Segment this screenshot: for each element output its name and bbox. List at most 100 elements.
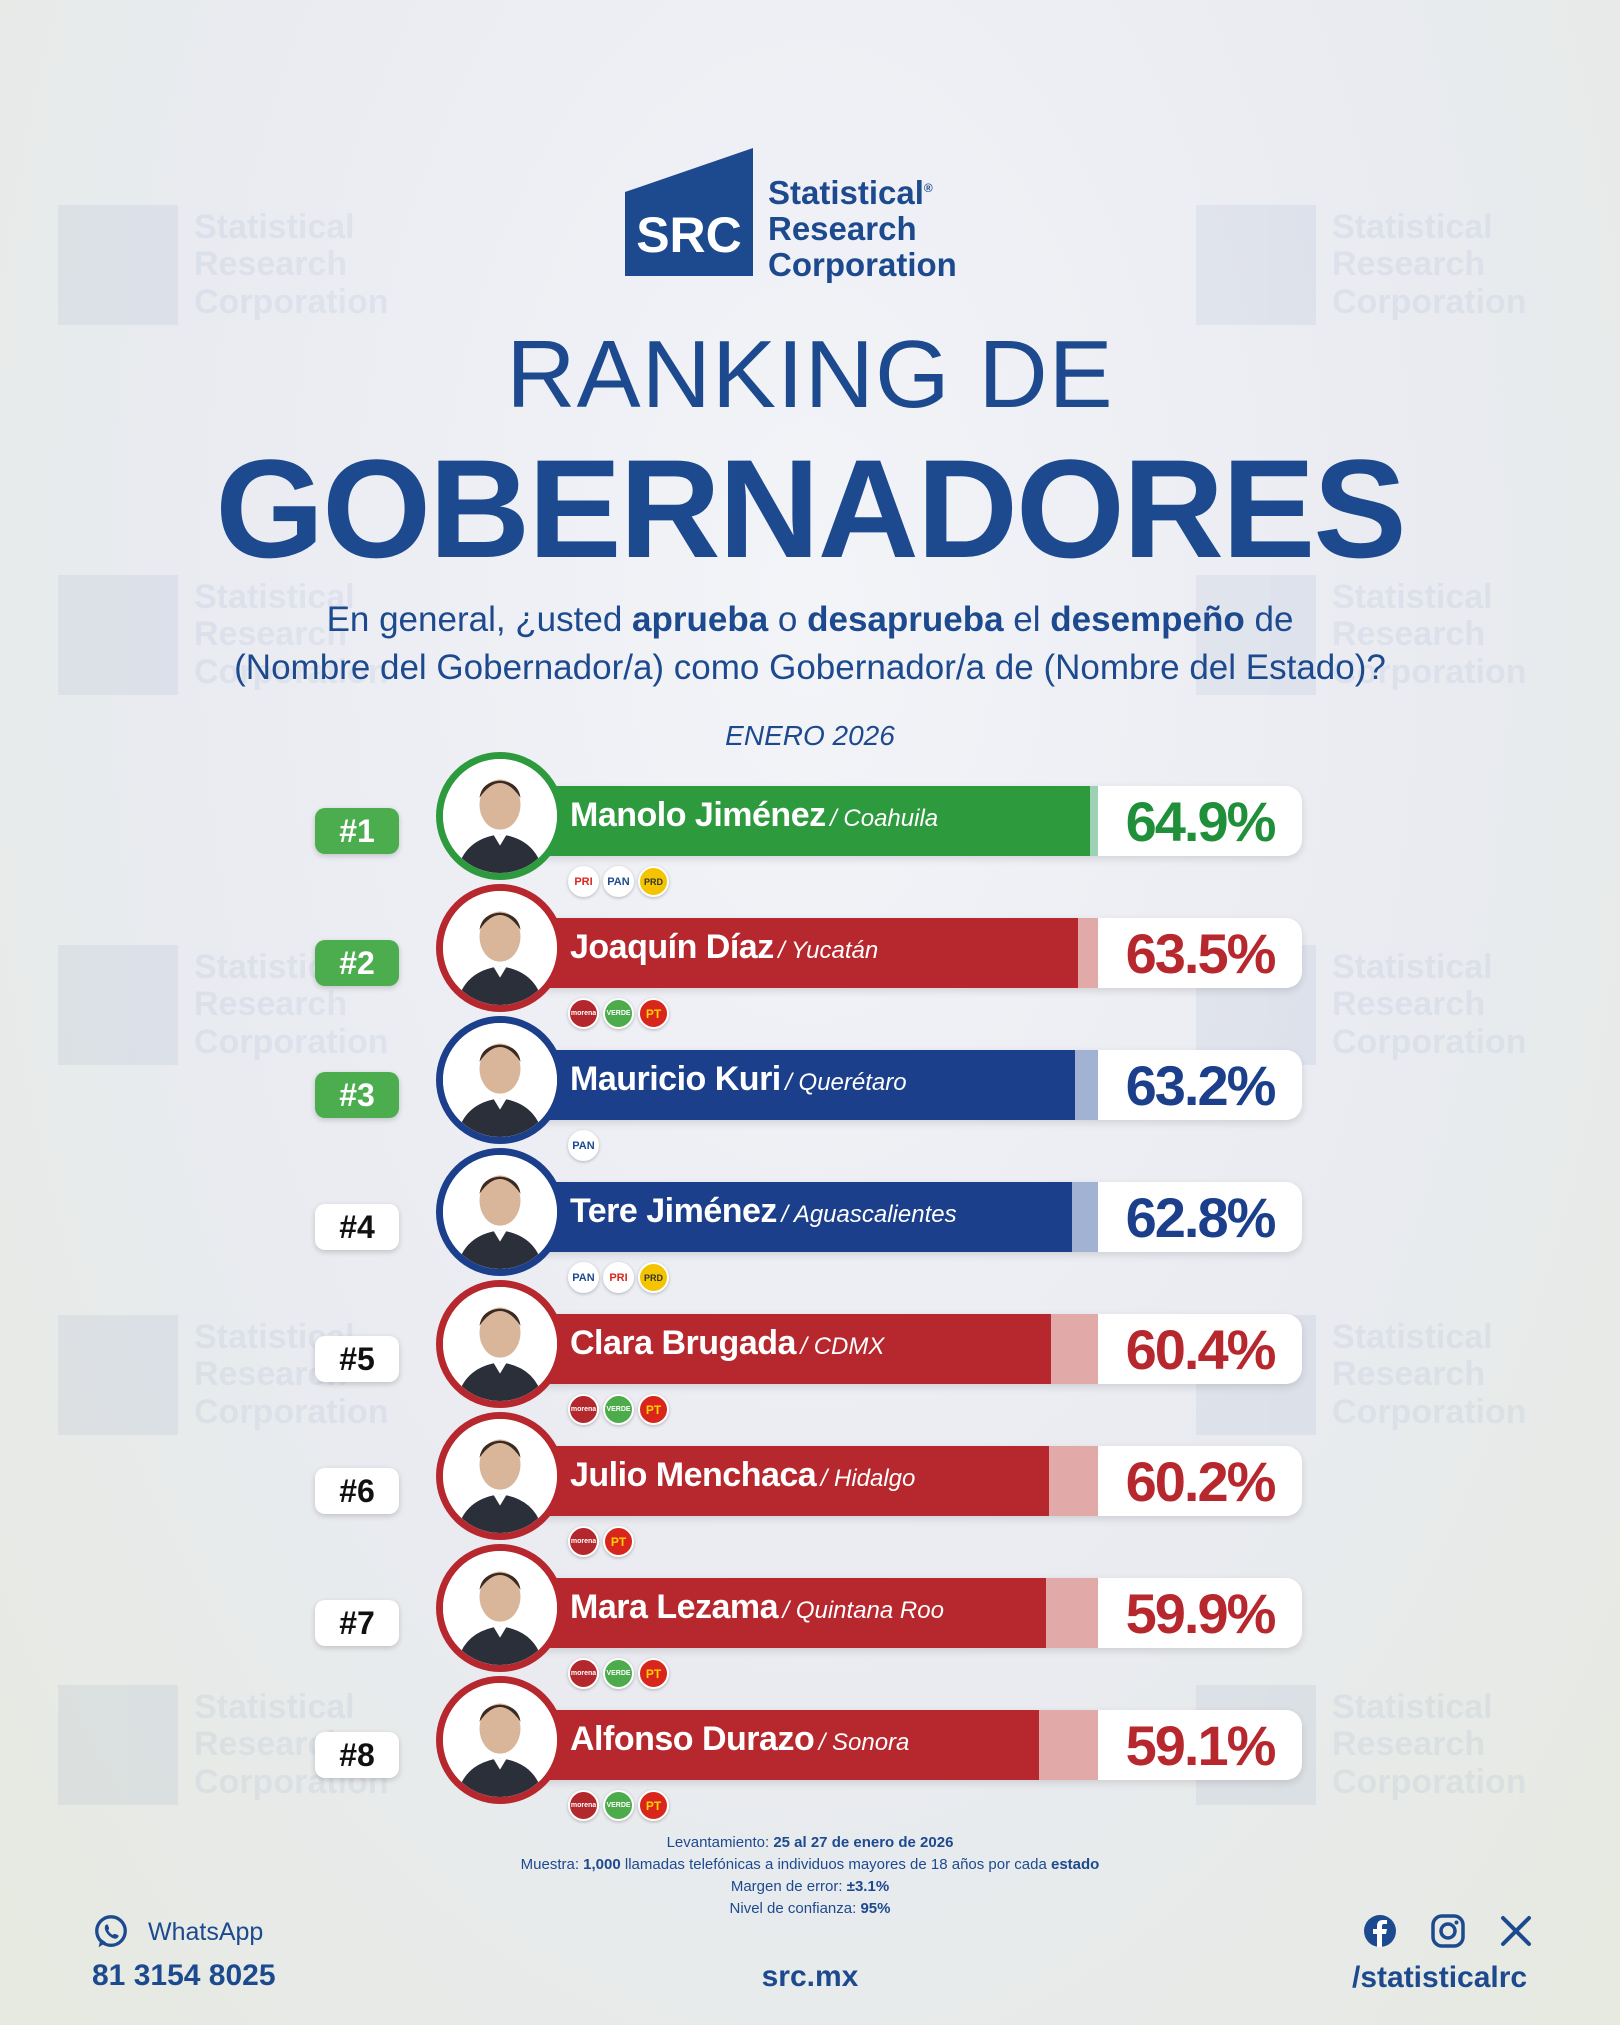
governor-state: / Querétaro — [785, 1069, 907, 1096]
verde-logo-icon: VERDE — [603, 1658, 634, 1689]
person-silhouette-icon — [443, 1683, 557, 1797]
approval-bar-tail — [1049, 1446, 1098, 1516]
src-logo-icon: SRC — [625, 148, 753, 276]
social-handle[interactable]: /statisticalrc — [1352, 1961, 1528, 1994]
ranking-row: #3 Mauricio Kuri / Querétaro 63.2% PAN — [0, 1016, 1620, 1170]
x-icon[interactable] — [1498, 1913, 1534, 1949]
governor-name: Manolo Jiménez — [570, 796, 826, 834]
background-watermark: Statistical Research Corporation — [58, 575, 389, 695]
question-text: o — [768, 600, 808, 639]
approval-bar-tail — [1072, 1182, 1098, 1252]
approval-bar — [530, 1314, 1051, 1384]
governor-name: Tere Jiménez — [570, 1192, 777, 1230]
verde-logo-icon: VERDE — [603, 1394, 634, 1425]
background-watermark: Statistical Research Corporation — [58, 205, 389, 325]
ranking-row: #6 Julio Menchaca / Hidalgo 60.2% morena PT — [0, 1412, 1620, 1566]
person-silhouette-icon — [443, 1287, 557, 1401]
approval-bar — [530, 1050, 1075, 1120]
pt-logo-icon: PT — [638, 1658, 669, 1689]
party-logos: morena VERDE PT — [568, 1394, 669, 1425]
ranking-row: #8 Alfonso Durazo / Sonora 59.1% morena VERD… — [0, 1676, 1620, 1830]
approval-bar-tail — [1075, 1050, 1098, 1120]
ranking-row: #2 Joaquín Díaz / Yucatán 63.5% morena VERDE… — [0, 884, 1620, 1038]
prd-logo-icon: PRD — [638, 1262, 669, 1293]
pt-logo-icon: PT — [638, 998, 669, 1029]
pt-logo-icon: PT — [638, 1790, 669, 1821]
approval-value-label: 63.5% — [1125, 921, 1277, 985]
footnote-value: estado — [1050, 1856, 1100, 1873]
governor-avatar — [436, 884, 564, 1012]
person-silhouette-icon — [443, 891, 557, 1005]
background-watermark: Statistical Research Corporation — [1196, 205, 1527, 325]
footnote-value: 95% — [860, 1900, 891, 1917]
instagram-icon[interactable] — [1430, 1913, 1466, 1949]
person-silhouette-icon — [443, 1419, 557, 1533]
pt-logo-icon: PT — [603, 1526, 634, 1557]
morena-logo-icon: morena — [568, 1790, 599, 1821]
governor-state: / Sonora — [818, 1729, 910, 1756]
governor-label: Mara Lezama / Quintana Roo — [570, 1588, 944, 1627]
brand-line-2: Research — [768, 210, 917, 247]
governor-label: Joaquín Díaz / Yucatán — [570, 928, 878, 967]
governor-state: / Coahuila — [830, 805, 939, 832]
governor-name: Mara Lezama — [570, 1588, 779, 1626]
brand-line-1: Statistical — [768, 174, 924, 211]
governor-state: / Hidalgo — [820, 1465, 916, 1492]
party-logos: morena VERDE PT — [568, 1790, 669, 1821]
governor-avatar — [436, 1544, 564, 1672]
rank-badge: #1 — [315, 808, 399, 854]
governor-state: / Yucatán — [778, 937, 879, 964]
approval-value-label: 59.9% — [1125, 1581, 1277, 1645]
approval-value-label: 62.8% — [1125, 1185, 1277, 1249]
approval-bar — [530, 1578, 1046, 1648]
governor-label: Alfonso Durazo / Sonora — [570, 1720, 909, 1759]
brand-line-3: Corporation — [768, 246, 957, 283]
governor-avatar — [436, 1016, 564, 1144]
ranking-row: #7 Mara Lezama / Quintana Roo 59.9% morena V… — [0, 1544, 1620, 1698]
approval-bar — [530, 1710, 1039, 1780]
whatsapp-contact[interactable]: WhatsApp 81 3154 8025 — [92, 1913, 276, 1993]
governor-name: Mauricio Kuri — [570, 1060, 781, 1098]
pt-logo-icon: PT — [638, 1394, 669, 1425]
governor-label: Manolo Jiménez / Coahuila — [570, 796, 938, 835]
title-top: RANKING DE — [506, 321, 1114, 428]
approval-bar-tail — [1051, 1314, 1098, 1384]
governor-state: / Quintana Roo — [782, 1597, 944, 1624]
governor-avatar — [436, 1412, 564, 1540]
footnote-value: 1,000 — [583, 1856, 621, 1873]
party-logos: morena VERDE PT — [568, 1658, 669, 1689]
pan-logo-icon: PAN — [568, 1262, 599, 1293]
pri-logo-icon: PRI — [568, 866, 599, 897]
social-links: /statisticalrc — [1352, 1913, 1542, 1995]
rank-badge: #8 — [315, 1732, 399, 1778]
approval-bar — [530, 1446, 1049, 1516]
whatsapp-icon — [95, 1915, 127, 1948]
party-logos: morena VERDE PT — [568, 998, 669, 1029]
background-watermark: Statistical Research Corporation — [58, 945, 389, 1065]
approval-value-label: 60.4% — [1125, 1317, 1277, 1381]
party-logos: morena PT — [568, 1526, 634, 1557]
party-logos: PAN PRI PRD — [568, 1262, 669, 1293]
whatsapp-label: WhatsApp — [148, 1917, 264, 1946]
governor-avatar — [436, 1676, 564, 1804]
brand-name: Statistical® Research Corporation — [768, 170, 957, 283]
question-text: (Nombre del Gobernador/a) como Gobernado… — [234, 648, 1386, 687]
whatsapp-number: 81 3154 8025 — [92, 1959, 276, 1992]
title-main: GOBERNADORES — [215, 430, 1406, 587]
rank-badge: #3 — [315, 1072, 399, 1118]
morena-logo-icon: morena — [568, 1526, 599, 1557]
facebook-icon[interactable] — [1362, 1913, 1398, 1949]
governor-label: Clara Brugada / CDMX — [570, 1324, 884, 1363]
governor-name: Julio Menchaca — [570, 1456, 817, 1494]
governor-label: Tere Jiménez / Aguascalientes — [570, 1192, 957, 1231]
registered-mark: ® — [923, 181, 933, 195]
website-link[interactable]: src.mx — [761, 1960, 859, 1993]
approval-value-label: 59.1% — [1125, 1713, 1277, 1777]
survey-date: ENERO 2026 — [725, 720, 895, 751]
question-text: de — [1244, 600, 1294, 639]
approval-bar-tail — [1039, 1710, 1098, 1780]
pri-logo-icon: PRI — [603, 1262, 634, 1293]
methodology-footnote: Levantamiento: 25 al 27 de enero de 2026… — [0, 1832, 1620, 1920]
morena-logo-icon: morena — [568, 1394, 599, 1425]
person-silhouette-icon — [443, 1155, 557, 1269]
